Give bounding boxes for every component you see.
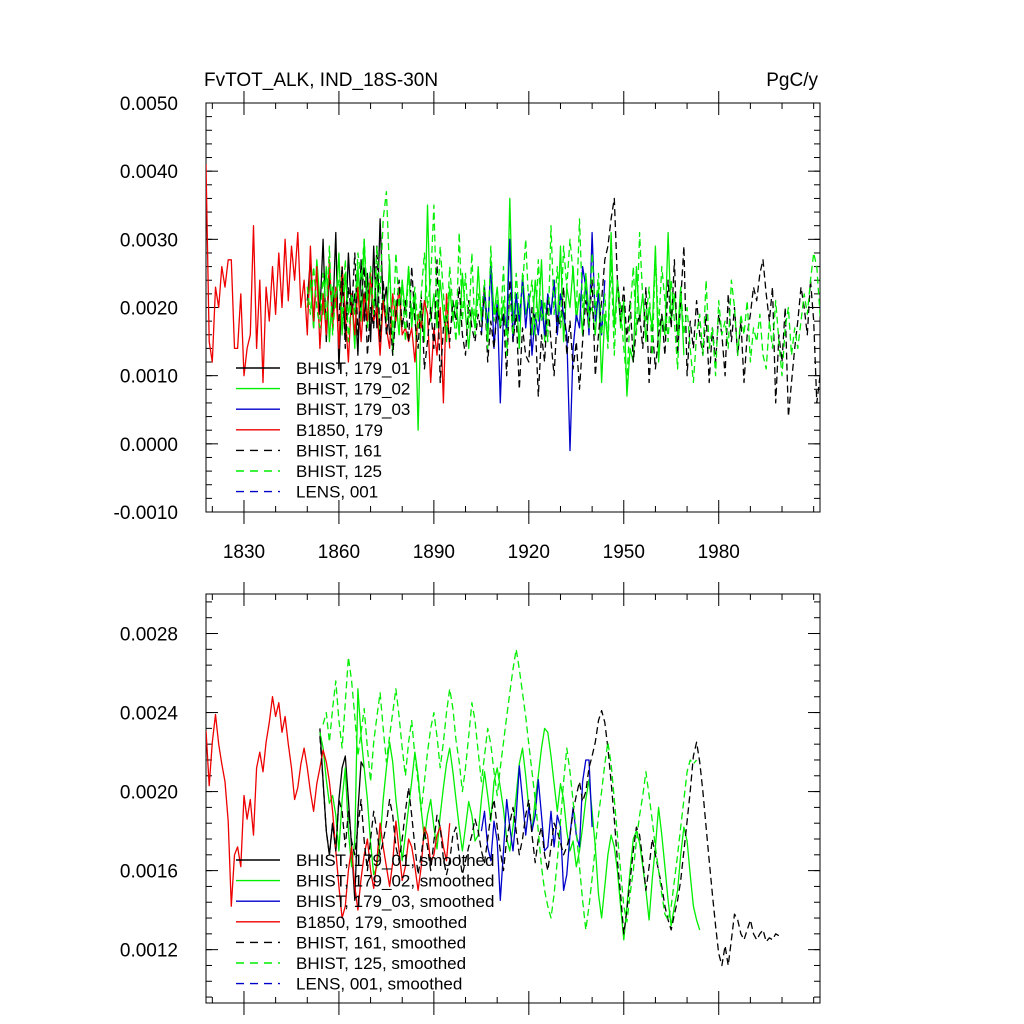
- legend-label: LENS, 001: [296, 483, 378, 502]
- x-tick-label: 1830: [223, 542, 265, 563]
- units-label: PgC/y: [766, 70, 818, 91]
- x-tick-label: 1860: [318, 542, 360, 563]
- y-tick-label: 0.0000: [120, 435, 178, 456]
- series-group: [206, 164, 820, 452]
- legend-label: BHIST, 179_01: [296, 359, 410, 378]
- y-tick-label: 0.0020: [120, 299, 178, 320]
- legend-label: B1850, 179: [296, 421, 383, 440]
- legend-label: BHIST, 179_03, smoothed: [296, 892, 494, 911]
- top-panel: FvTOT_ALK, IND_18S-30N PgC/y 1830 1860 1890 1…: [114, 70, 821, 563]
- y-tick-label: 0.0020: [120, 783, 178, 804]
- series-line-5: [322, 648, 698, 931]
- series-line-3: [206, 696, 451, 919]
- x-tick-label: 1950: [603, 542, 645, 563]
- y-tick-label: 0.0016: [120, 862, 178, 883]
- legend-label: BHIST, 161, smoothed: [296, 933, 466, 952]
- legend-label: BHIST, 179_01, smoothed: [296, 851, 494, 870]
- y-tick-label: 0.0040: [120, 162, 178, 183]
- legend-label: BHIST, 179_02: [296, 380, 410, 399]
- series-line-4: [338, 197, 820, 418]
- legend-label: LENS, 001, smoothed: [296, 975, 462, 994]
- legend-label: BHIST, 161: [296, 441, 382, 460]
- series-line-2: [480, 231, 606, 452]
- plot-frame: [205, 593, 821, 1004]
- y-tick-label: 0.0028: [120, 625, 178, 646]
- x-tick-label: 1980: [698, 542, 740, 563]
- legend-label: BHIST, 179_03: [296, 400, 410, 419]
- y-tick-label: 0.0050: [120, 94, 178, 115]
- legend-label: BHIST, 125: [296, 462, 382, 481]
- y-tick-label: -0.0010: [114, 503, 178, 524]
- legend-label: BHIST, 179_02, smoothed: [296, 872, 494, 891]
- series-line-2: [480, 759, 593, 901]
- series-line-0: [306, 218, 391, 370]
- y-tick-label: 0.0012: [120, 941, 178, 962]
- legend-label: B1850, 179, smoothed: [296, 913, 467, 932]
- series-line-5: [306, 190, 820, 384]
- legend-label: BHIST, 125, smoothed: [296, 954, 466, 973]
- x-tick-label: 1920: [508, 542, 550, 563]
- x-tick-label: 1890: [413, 542, 455, 563]
- chart-title: FvTOT_ALK, IND_18S-30N: [204, 70, 438, 91]
- series-line-4: [319, 709, 780, 967]
- y-tick-label: 0.0024: [120, 704, 179, 725]
- bottom-panel: 0.0012 0.0016 0.0020 0.0024 0.0028 BHIST, 179…: [120, 582, 821, 1015]
- series-line-1: [306, 197, 685, 431]
- series-group: [206, 648, 780, 967]
- y-tick-label: 0.0030: [120, 230, 178, 251]
- y-tick-label: 0.0010: [120, 367, 178, 388]
